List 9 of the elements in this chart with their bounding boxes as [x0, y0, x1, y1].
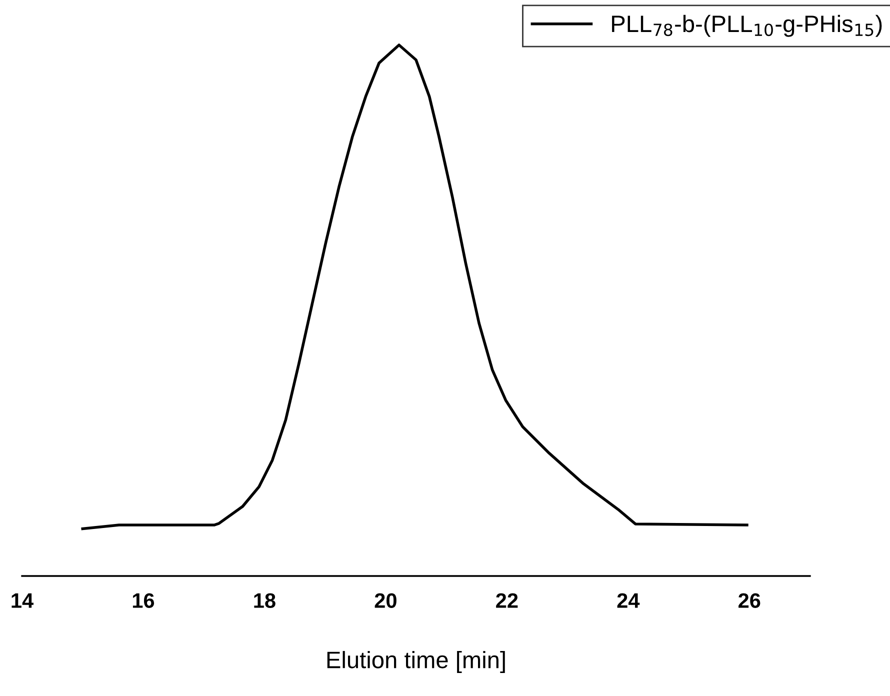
x-tick-label: 18	[254, 593, 276, 608]
legend-label: PLL$_{78}$-b-(PLL$_{10}$-g-PHis$_{15}$)	[612, 14, 882, 37]
x-tick-label: 16	[132, 593, 154, 608]
x-tick-label: 14	[12, 593, 34, 608]
x-tick-label: 22	[496, 593, 518, 608]
x-tick-label: 20	[374, 593, 396, 608]
x-axis-title: Elution time [min]	[327, 650, 505, 673]
x-tick-label: 24	[617, 593, 640, 608]
x-tick-label: 26	[738, 593, 760, 608]
